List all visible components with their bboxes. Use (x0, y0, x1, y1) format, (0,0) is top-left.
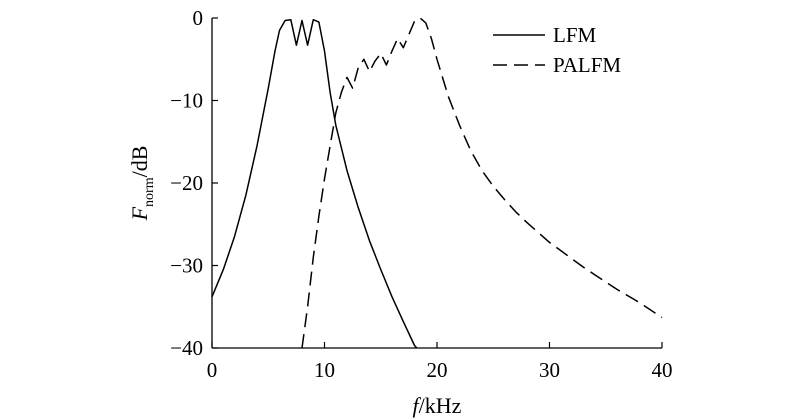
y-axis-label-unit: /dB (127, 146, 152, 178)
y-tick-label: −10 (170, 89, 203, 113)
x-axis-label-symbol: f (413, 393, 422, 418)
series-line-palfm (301, 17, 663, 349)
y-ticks: 0 −10 −20 −30 −40 (170, 6, 218, 360)
x-tick-label: 0 (207, 358, 218, 382)
legend-label-lfm: LFM (553, 23, 597, 47)
series-group (211, 17, 663, 349)
x-axis-label-unit: /kHz (419, 393, 462, 418)
x-tick-label: 10 (314, 358, 335, 382)
x-axis-label: f/kHz (413, 393, 462, 418)
y-axis-label-text: Fnorm/dB (127, 146, 157, 222)
legend: LFM PALFM (493, 23, 621, 77)
plot-area: 0 10 20 30 40 0 −10 −20 −30 −40 (170, 6, 672, 382)
x-tick-label: 30 (539, 358, 560, 382)
y-axis-label-subscript: norm (142, 177, 157, 207)
series-line-lfm (211, 18, 418, 349)
x-tick-label: 20 (427, 358, 448, 382)
y-tick-label: −20 (170, 171, 203, 195)
y-tick-label: 0 (193, 6, 204, 30)
legend-label-palfm: PALFM (553, 53, 621, 77)
y-axis-label-symbol: F (127, 206, 152, 221)
x-ticks: 0 10 20 30 40 (207, 342, 673, 382)
y-axis-label: Fnorm/dB (127, 146, 157, 222)
x-tick-label: 40 (652, 358, 673, 382)
y-tick-label: −30 (170, 254, 203, 278)
y-tick-label: −40 (170, 336, 203, 360)
